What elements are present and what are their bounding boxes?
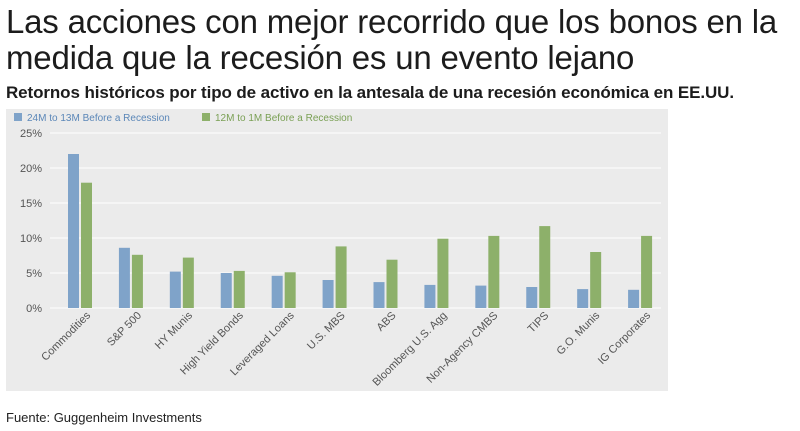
bar — [68, 154, 79, 308]
bar — [118, 247, 130, 308]
legend-label: 12M to 1M Before a Recession — [215, 113, 352, 124]
bar — [169, 271, 181, 308]
bar — [424, 284, 436, 308]
bar — [131, 254, 143, 308]
bar — [437, 238, 449, 308]
bar — [233, 270, 245, 308]
x-tick-label: S&P 500 — [105, 310, 144, 349]
bar — [539, 226, 551, 308]
bar — [386, 259, 398, 308]
x-tick-label: HY Munis — [153, 309, 195, 351]
bar-chart: 0% 5% 10% 15% 20% 25% 24M to 13M Before a Rece… — [14, 113, 661, 389]
bar — [284, 272, 296, 308]
legend-label: 24M to 13M Before a Recession — [27, 113, 170, 124]
chart-panel: 0% 5% 10% 15% 20% 25% 24M to 13M Before a Rece… — [6, 109, 668, 391]
bar — [335, 246, 347, 308]
bar — [271, 275, 283, 308]
bar — [488, 235, 500, 308]
x-tick-label: G.O. Munis — [554, 309, 602, 357]
bar — [373, 282, 385, 308]
page-subtitle: Retornos históricos por tipo de activo e… — [6, 83, 734, 102]
legend-swatch — [14, 113, 22, 121]
legend-swatch — [202, 113, 210, 121]
bar — [475, 285, 487, 308]
bar — [628, 289, 640, 308]
x-tick-label: IG Corporates — [596, 309, 654, 367]
bar — [590, 252, 602, 308]
y-tick-label: 20% — [20, 163, 42, 175]
source-note: Fuente: Guggenheim Investments — [6, 410, 202, 425]
bar — [577, 289, 589, 308]
x-tick-label: TIPS — [526, 310, 552, 336]
bar — [526, 287, 538, 308]
y-tick-label: 25% — [20, 128, 42, 140]
y-tick-label: 0% — [26, 303, 42, 315]
y-tick-label: 10% — [20, 233, 42, 245]
y-tick-label: 5% — [26, 268, 42, 280]
y-tick-label: 15% — [20, 198, 42, 210]
x-tick-label: U.S. MBS — [305, 310, 348, 353]
bar — [220, 273, 232, 308]
x-tick-label: ABS — [375, 310, 399, 334]
bar — [81, 182, 92, 308]
x-tick-label: Commodities — [39, 309, 93, 363]
bar — [322, 280, 334, 308]
bar — [641, 235, 653, 308]
bar — [182, 257, 194, 308]
page-title: Las acciones con mejor recorrido que los… — [6, 3, 778, 76]
